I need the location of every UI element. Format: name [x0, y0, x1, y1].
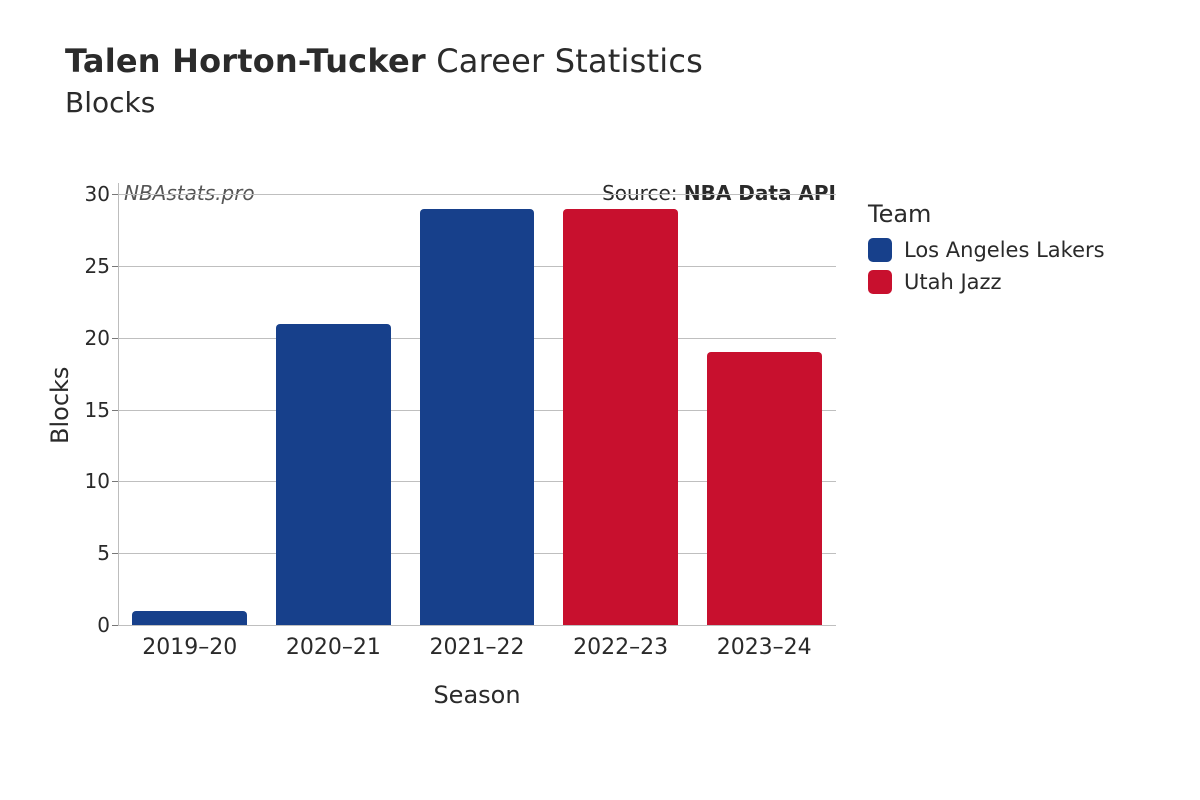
bar	[420, 209, 535, 625]
y-axis-line	[118, 183, 119, 625]
x-tick-label: 2022–23	[573, 625, 668, 660]
chart-title-block: Talen Horton-Tucker Career Statistics Bl…	[65, 42, 703, 119]
y-tick-mark	[112, 625, 118, 626]
legend: Team Los Angeles Lakers Utah Jazz	[868, 200, 1105, 302]
source-prefix: Source:	[602, 181, 684, 205]
legend-title: Team	[868, 200, 1105, 228]
title-bold: Talen Horton-Tucker	[65, 42, 426, 80]
x-tick-label: 2023–24	[717, 625, 812, 660]
bar	[132, 611, 247, 625]
chart-subtitle: Blocks	[65, 86, 703, 119]
bar	[276, 324, 391, 625]
legend-item: Utah Jazz	[868, 270, 1105, 294]
y-axis-title: Blocks	[46, 367, 74, 444]
x-axis-title: Season	[433, 681, 520, 709]
plot-area: NBAstats.pro Source: NBA Data API 051015…	[118, 183, 836, 625]
source-label: Source: NBA Data API	[602, 181, 836, 205]
x-tick-label: 2019–20	[142, 625, 237, 660]
source-name: NBA Data API	[684, 181, 836, 205]
legend-label: Utah Jazz	[904, 270, 1002, 294]
x-tick-label: 2020–21	[286, 625, 381, 660]
x-tick-label: 2021–22	[430, 625, 525, 660]
grid-line	[118, 194, 836, 195]
legend-swatch	[868, 270, 892, 294]
bar	[563, 209, 678, 625]
legend-swatch	[868, 238, 892, 262]
chart-title: Talen Horton-Tucker Career Statistics	[65, 42, 703, 80]
bar	[707, 352, 822, 625]
legend-label: Los Angeles Lakers	[904, 238, 1105, 262]
chart-stage: Talen Horton-Tucker Career Statistics Bl…	[0, 0, 1200, 800]
legend-item: Los Angeles Lakers	[868, 238, 1105, 262]
title-rest: Career Statistics	[426, 42, 703, 80]
watermark-label: NBAstats.pro	[124, 181, 255, 205]
